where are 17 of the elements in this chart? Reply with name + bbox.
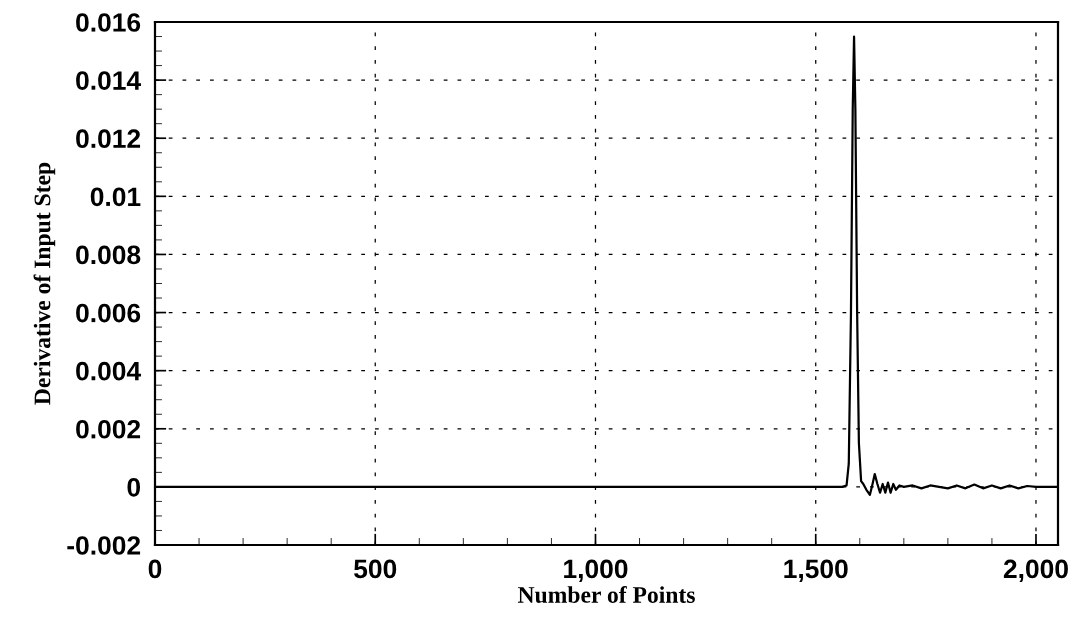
y-tick-label: -0.002: [67, 536, 141, 555]
y-tick-label: 0.002: [76, 419, 141, 439]
y-tick-label: 0.014: [76, 71, 141, 90]
y-tick-label: 0.016: [76, 13, 141, 32]
y-tick-label: 0.004: [76, 361, 141, 381]
y-tick-label: 0: [127, 478, 141, 497]
x-tick-label: 2,000: [1003, 559, 1068, 583]
x-tick-label: 1,500: [784, 559, 848, 583]
y-tick-label: 0.008: [76, 245, 141, 265]
x-tick-label: 0: [148, 559, 162, 579]
x-tick-label: 500: [354, 559, 397, 579]
y-tick-label: 0.012: [76, 129, 141, 149]
y-axis-title: Derivative of Input Step: [33, 162, 56, 405]
x-axis-title: Number of Points: [517, 586, 695, 603]
y-tick-label: 0.006: [76, 303, 141, 323]
y-tick-label: 0.01: [90, 187, 141, 207]
x-tick-label: 1,000: [564, 559, 628, 583]
